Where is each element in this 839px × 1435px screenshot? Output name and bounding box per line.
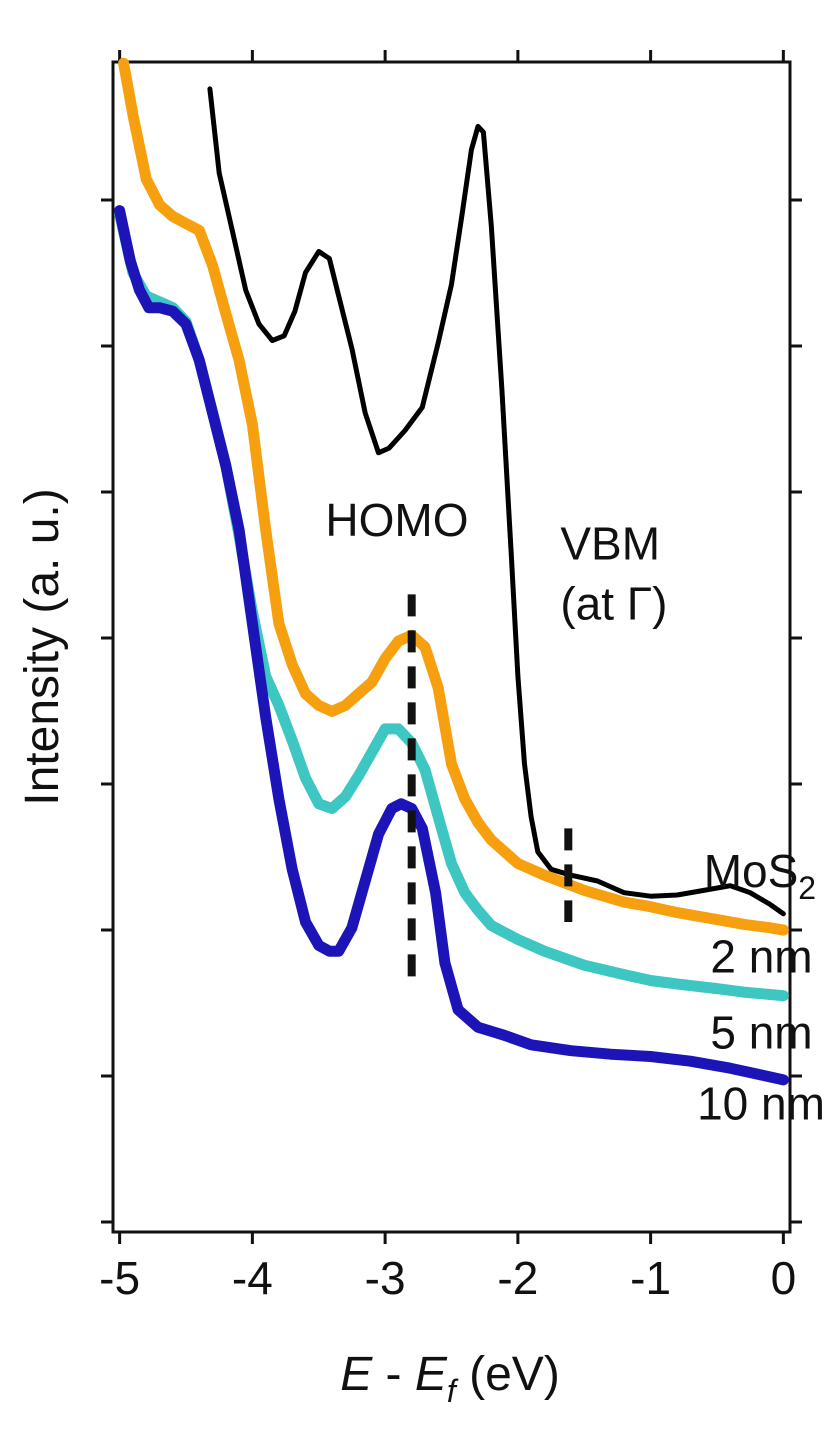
x-axis-label-e1: E bbox=[340, 1348, 373, 1401]
series-layer bbox=[114, 57, 789, 1086]
series-line-2-nm bbox=[118, 57, 789, 936]
series-label-10nm: 10 nm bbox=[697, 1078, 825, 1130]
x-tick-label: -2 bbox=[497, 1252, 538, 1304]
y-axis-label: Intensity (a. u.) bbox=[16, 488, 69, 805]
series-label-5nm: 5 nm bbox=[710, 1006, 812, 1058]
plot-frame bbox=[111, 60, 792, 1234]
x-axis-label: E - Ef (eV) bbox=[340, 1348, 560, 1409]
x-axis-label-sep: - bbox=[372, 1348, 415, 1401]
series-label-2nm: 2 nm bbox=[710, 930, 812, 982]
x-ticks: -5 -4 -3 -2 -1 0 bbox=[99, 50, 796, 1304]
series-label-mos2: MoS2 bbox=[704, 845, 816, 906]
label-layer: MoS2 2 nm 5 nm 10 nm bbox=[697, 845, 825, 1130]
x-axis-label-e2: E bbox=[415, 1348, 448, 1401]
series-line-10-nm bbox=[114, 205, 789, 1086]
y-ticks bbox=[101, 198, 802, 1224]
x-tick-label: -1 bbox=[630, 1252, 671, 1304]
vbm-label: VBM bbox=[560, 517, 660, 569]
annotation-layer: HOMO VBM (at Γ) bbox=[325, 494, 667, 981]
vbm-label: (at Γ) bbox=[560, 577, 667, 629]
x-axis-label-unit: (eV) bbox=[456, 1348, 560, 1401]
x-tick-label: -4 bbox=[232, 1252, 273, 1304]
homo-label: HOMO bbox=[325, 494, 468, 546]
x-tick-label: 0 bbox=[771, 1252, 797, 1304]
x-tick-label: -3 bbox=[365, 1252, 406, 1304]
series-line-mos2 bbox=[207, 86, 786, 917]
x-tick-label: -5 bbox=[99, 1252, 140, 1304]
series-line-5-nm bbox=[114, 208, 789, 1002]
